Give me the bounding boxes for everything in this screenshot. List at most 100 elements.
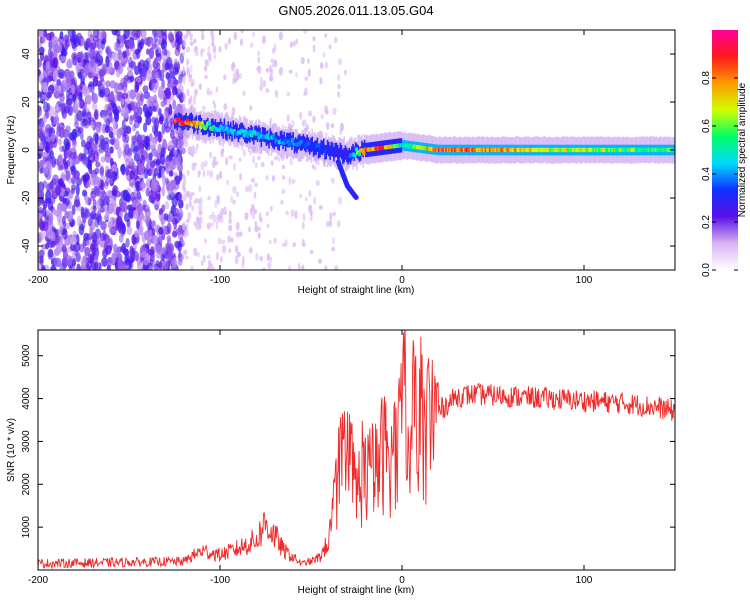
heatmap-faint-blob [279,67,283,76]
heatmap-noise-blob [141,251,146,258]
heatmap-faint-blob [193,221,196,227]
heatmap-noise-blob [173,79,178,85]
heatmap-faint-blob [328,220,332,227]
heatmap-faint-blob [206,170,209,176]
heatmap-ylabel: Frequency (Hz) [6,116,17,185]
heatmap-faint-blob [198,170,201,174]
heatmap-noise-blob [55,229,60,238]
heatmap-faint-blob [270,206,273,212]
heatmap-noise-blob [90,211,97,219]
heatmap-faint-blob [252,212,255,220]
heatmap-faint-blob [220,256,222,263]
heatmap-faint-blob [225,157,228,166]
heatmap-noise-blob [44,128,50,139]
heatmap-faint-blob [286,114,289,121]
heatmap-noise-blob [129,170,134,180]
heatmap-faint-blob [232,186,236,194]
heatmap-faint-blob [293,41,296,47]
heatmap-faint-blob [289,177,292,186]
heatmap-faint-blob [337,220,340,225]
heatmap-noise-blob [82,159,87,166]
heatmap-faint-blob [274,43,277,52]
heatmap-noise-blob [86,94,92,105]
heatmap-faint-blob [270,68,273,76]
heatmap-noise-blob [66,90,70,102]
heatmap-noise-blob [174,149,178,156]
heatmap-faint-blob [183,139,186,144]
heatmap-faint-blob [259,212,262,219]
heatmap-noise-blob [150,169,154,176]
heatmap-noise-blob [122,51,126,59]
heatmap-faint-blob [266,68,269,73]
heatmap-faint-blob [290,158,293,165]
figure: GN05.2026.011.13.05.G04 -200 -100 0 100-40-… [0,0,750,600]
heatmap-noise-blob [122,190,129,201]
heatmap-noise-blob [113,94,118,101]
heatmap-faint-blob [249,150,252,155]
heatmap-noise-blob [77,85,82,92]
heatmap-noise-blob [154,129,159,137]
heatmap-noise-blob [138,164,144,174]
heatmap-noise-blob [92,248,96,256]
heatmap-noise-blob [105,178,109,187]
snr-ytick-label: 1000 [21,516,32,539]
heatmap-ridge-core [195,124,199,128]
heatmap-noise-blob [87,135,93,145]
snr-series-line [38,318,675,568]
heatmap-ridge-core [208,121,212,125]
heatmap-faint-blob [196,252,200,257]
heatmap-faint-blob [270,257,273,263]
heatmap-faint-blob [202,106,206,112]
heatmap-noise-blob [95,217,99,228]
heatmap-noise-blob [164,111,168,118]
heatmap-noise-blob [146,188,150,197]
heatmap-faint-blob [291,209,295,217]
heatmap-faint-blob [186,46,190,52]
heatmap-faint-blob [185,231,189,236]
heatmap-faint-blob [258,232,261,238]
heatmap-noise-blob [76,263,80,274]
heatmap-xtick-label: 100 [576,275,593,286]
heatmap-faint-blob [265,175,269,180]
heatmap-noise-blob [112,52,119,61]
heatmap-noise-blob [60,31,64,39]
heatmap-faint-blob [279,31,283,40]
heatmap-noise-blob [114,42,118,52]
heatmap-noise-blob [82,85,88,96]
heatmap-noise-blob [44,215,49,227]
heatmap-noise-blob [65,171,69,181]
heatmap-ytick-label: 0 [21,147,32,153]
heatmap-noise-blob [94,109,98,119]
heatmap-noise-blob [129,260,134,270]
heatmap-noise-blob [161,204,165,212]
heatmap-noise-blob [69,265,76,273]
heatmap-noise-blob [171,257,177,268]
heatmap-noise-blob [177,209,183,219]
heatmap-faint-blob [182,222,186,231]
heatmap-faint-blob [290,42,294,48]
heatmap-faint-blob [320,62,324,69]
colorbar-tick-label: 0.6 [701,119,712,133]
heatmap-noise-blob [94,262,98,271]
heatmap-noise-blob [169,181,175,191]
heatmap-noise-blob [46,61,51,70]
heatmap-noise-blob [153,159,157,165]
heatmap-noise-blob [87,180,91,187]
heatmap-faint-blob [265,88,269,93]
heatmap-faint-blob [285,211,289,216]
heatmap-noise-blob [98,91,104,97]
heatmap-noise-blob [154,168,158,177]
heatmap-faint-blob [274,156,278,161]
heatmap-faint-blob [193,38,196,43]
heatmap-faint-blob [312,116,316,123]
heatmap-noise-blob [81,259,87,268]
heatmap-faint-blob [216,252,219,261]
heatmap-noise-blob [178,251,182,258]
heatmap-faint-blob [192,162,196,171]
heatmap-faint-blob [316,180,320,186]
heatmap-noise-blob [66,255,72,265]
heatmap-noise-blob [83,175,88,186]
colorbar-tick-label: 0.0 [701,263,712,277]
heatmap-faint-blob [218,46,221,52]
heatmap-noise-blob [150,138,156,148]
